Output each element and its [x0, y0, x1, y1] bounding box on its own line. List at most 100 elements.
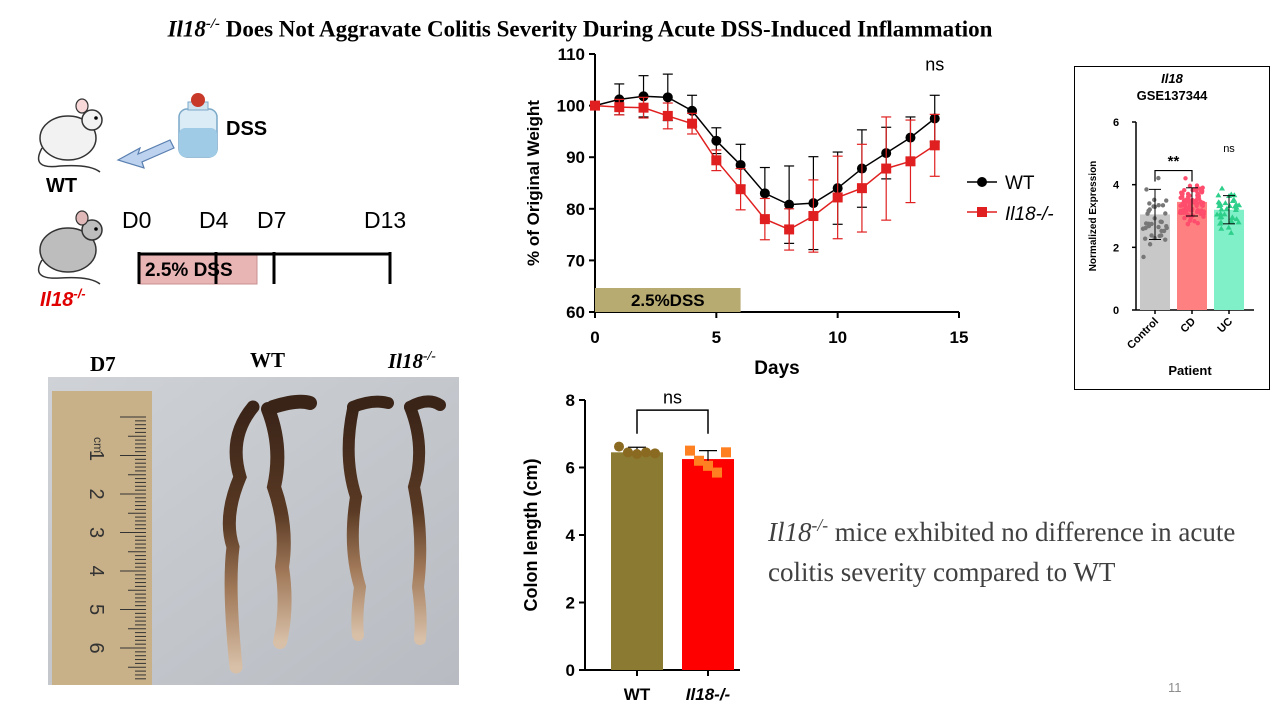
data-point: [1195, 221, 1200, 226]
y-tick-label: 80: [566, 200, 585, 219]
data-point: [1183, 176, 1188, 181]
significance-label: **: [1168, 153, 1180, 170]
conclusion-text: Il18-/- mice exhibited no difference in …: [768, 515, 1236, 587]
x-tick-label: Il18-/-: [686, 685, 731, 704]
y-axis-label: Colon length (cm): [521, 459, 541, 612]
data-point: [1147, 201, 1152, 206]
chart-subtitle: GSE137344: [1137, 88, 1209, 103]
data-point: [1218, 206, 1225, 212]
data-point: [1200, 203, 1205, 209]
data-point: [1144, 187, 1149, 192]
legend-marker: [977, 207, 987, 217]
data-point: [662, 110, 673, 121]
data-point: [1179, 210, 1184, 216]
data-point: [735, 184, 746, 195]
data-point: [590, 100, 600, 111]
data-point: [1217, 210, 1224, 216]
y-axis-label: % of Original Weight: [524, 100, 543, 266]
data-point: [1196, 196, 1202, 201]
data-point: [1229, 214, 1236, 220]
title-gene: Il18: [167, 16, 206, 42]
experiment-schematic: DSS WT Il18-/- D0 D4 D7 D13 2.5% DSS: [37, 93, 406, 311]
photo-wt-label: WT: [250, 348, 286, 372]
data-point: [1156, 202, 1161, 208]
colon-wt-2: [261, 402, 292, 649]
timeline-d13: D13: [364, 207, 406, 233]
data-point: [1146, 208, 1151, 214]
data-point: [1182, 215, 1187, 221]
colon-photo: cm 1 2 3 4 5 6: [48, 377, 459, 685]
data-point: [687, 118, 698, 129]
ruler-numbers: 1 2 3 4 5 6: [85, 450, 107, 654]
data-point: [1192, 219, 1197, 224]
data-point: [1160, 203, 1166, 208]
data-point: [1223, 206, 1230, 212]
data-point: [1215, 192, 1222, 198]
chart-title: Il18: [1161, 71, 1183, 86]
data-point: [735, 159, 746, 170]
data-point: [1185, 194, 1191, 199]
data-point: [614, 102, 625, 113]
data-point: [1194, 203, 1199, 209]
timeline-d0: D0: [122, 207, 151, 233]
ruler-number: 1: [85, 450, 107, 461]
data-point: [1222, 200, 1229, 206]
data-point: [784, 224, 795, 235]
data-point: [1225, 224, 1232, 230]
ruler-unit: cm: [91, 437, 105, 453]
data-point: [711, 155, 722, 166]
data-point: [711, 135, 722, 146]
data-point: [1156, 224, 1161, 230]
ruler-number: 4: [85, 565, 107, 576]
data-point: [1180, 192, 1185, 197]
weight-chart: 60 70 80 90 100 110 0 5 10 15 Days % of Original We…: [524, 45, 1054, 379]
colon-length-chart: 0 2 4 6 8 Colon length (cm) WT Il18-/- ns: [521, 387, 740, 704]
bar: [1177, 201, 1207, 310]
data-point: [638, 91, 649, 102]
data-point: [1226, 203, 1233, 209]
significance-bracket: [1154, 169, 1193, 182]
y-tick-label: 8: [566, 391, 575, 410]
bar: [682, 459, 734, 670]
x-tick-label: Control: [1125, 316, 1161, 352]
data-point: [712, 467, 722, 478]
ruler-number: 6: [85, 642, 107, 653]
data-point: [1152, 197, 1157, 203]
title-gene-superscript: -/-: [205, 16, 221, 32]
x-axis-label: Days: [754, 358, 799, 379]
data-point: [759, 188, 770, 199]
data-point: [685, 445, 695, 456]
legend-label: Il18-/-: [1005, 204, 1054, 225]
x-axis-label: Patient: [1168, 363, 1212, 378]
ruler-number: 3: [85, 527, 107, 538]
y-axis-label: Normalized Expression: [1088, 161, 1099, 272]
data-point: [1164, 198, 1169, 203]
data-point: [1147, 242, 1153, 247]
ruler-number: 5: [85, 604, 107, 615]
x-tick-label: 15: [950, 328, 969, 347]
data-point: [1233, 201, 1240, 207]
expression-chart-box: [1074, 66, 1270, 390]
x-tick-label: 0: [590, 328, 599, 347]
significance-label: ns: [925, 55, 944, 75]
data-point: [1182, 188, 1187, 193]
slide-number: 11: [1168, 680, 1182, 695]
data-point: [1230, 196, 1237, 202]
x-tick-label: 10: [828, 328, 847, 347]
data-point: [1228, 229, 1235, 235]
y-tick-label: 60: [566, 303, 585, 322]
arrow-icon: [116, 139, 175, 169]
y-tick-label: 90: [566, 148, 585, 167]
data-point: [694, 455, 704, 466]
data-point: [1149, 221, 1154, 227]
data-point: [1180, 201, 1186, 207]
colon-ko-1: [342, 403, 367, 641]
data-point: [808, 211, 819, 222]
expression-chart: Il18 GSE137344 0 2 4 6 Normalized Expression Co…: [1088, 71, 1254, 378]
data-point: [1187, 183, 1193, 189]
colon-ko-2: [404, 401, 427, 645]
timeline-d7: D7: [257, 207, 286, 233]
data-point: [905, 156, 916, 167]
data-point: [1214, 211, 1221, 217]
y-tick-label: 4: [566, 526, 576, 545]
